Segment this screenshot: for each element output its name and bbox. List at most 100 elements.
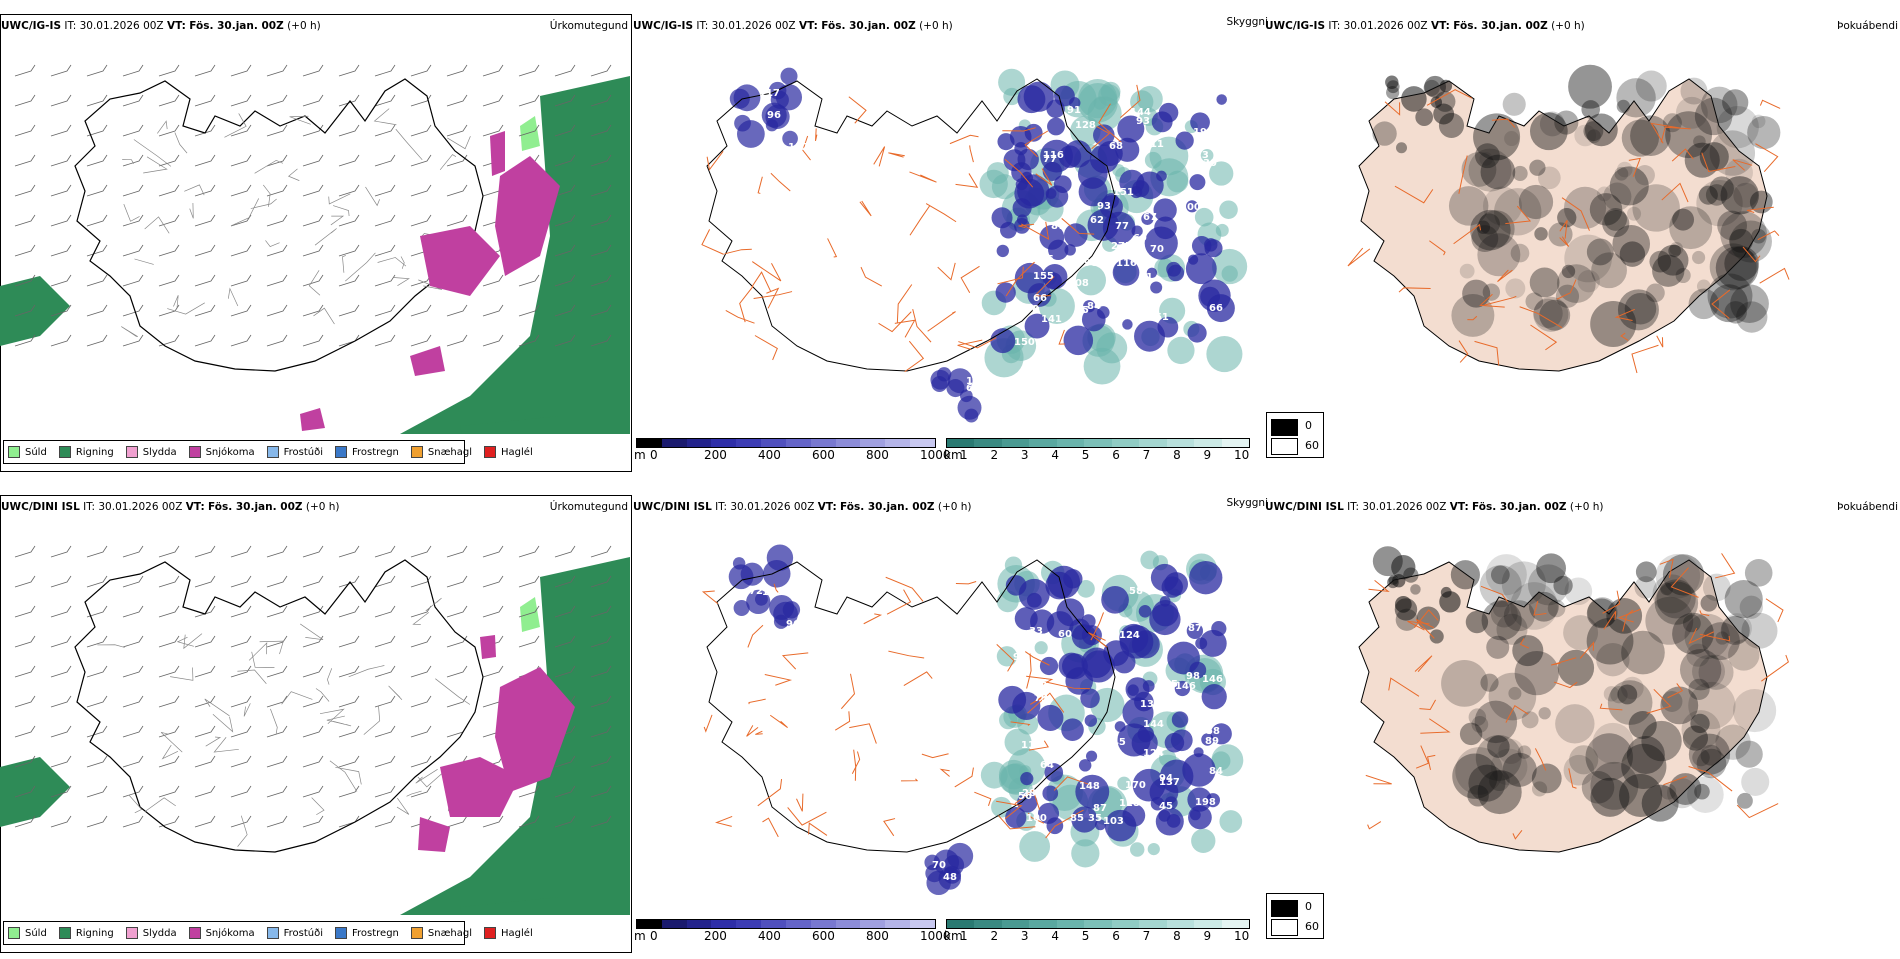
colorbar-step (1001, 439, 1030, 447)
cloud-base-value: 60 (1058, 629, 1072, 640)
road-line (1098, 103, 1122, 143)
road-line (396, 797, 410, 815)
fog-blob (1465, 610, 1489, 634)
fog-blob (1502, 92, 1526, 116)
legend-swatch (410, 446, 423, 458)
cloud-base-blob (1134, 320, 1166, 352)
visibility-blob (991, 174, 1017, 200)
wind-barb (446, 545, 468, 558)
wind-barb (266, 94, 288, 107)
road-line (212, 713, 234, 733)
wind-barb (410, 755, 432, 768)
cloud-base-blob (1037, 704, 1064, 731)
fog-blob (1461, 151, 1497, 187)
road-line (365, 186, 380, 207)
road-line (1426, 754, 1436, 770)
wind-barb (122, 94, 144, 107)
road-line (904, 340, 925, 373)
road-line (313, 307, 335, 325)
wind-barb (122, 64, 144, 77)
legend-label: Súld (25, 927, 47, 939)
fog-blob (1410, 584, 1421, 595)
road-line (739, 285, 754, 323)
fog-blob (1583, 121, 1604, 142)
road-line (314, 228, 337, 246)
fog-blob (1698, 185, 1718, 205)
cloud-base-value: 94 (1159, 773, 1173, 784)
wind-barb (338, 695, 360, 708)
cloud-base-blob (1146, 267, 1158, 278)
wind-barb (158, 635, 180, 648)
fog-blob (1675, 267, 1691, 284)
road-line (1556, 279, 1577, 300)
cloud-base-value: 112 (788, 142, 809, 153)
road-line (1053, 776, 1091, 791)
cloud-base-value: 93 (1097, 201, 1111, 212)
fog-blob (1722, 89, 1749, 116)
wind-barb (410, 304, 432, 317)
road-line (1483, 295, 1517, 306)
wind-barb (158, 545, 180, 558)
road-line (1419, 699, 1437, 710)
legend-item: Snjókoma (188, 927, 255, 939)
cloud-base-value: 93 (1013, 652, 1027, 663)
cloud-base-blob (1122, 697, 1154, 729)
wind-barb (230, 154, 252, 167)
fog-blob (1715, 246, 1759, 290)
visibility-blob (1147, 842, 1160, 856)
road-line (1603, 611, 1617, 630)
road-line (925, 203, 957, 223)
road-line (827, 238, 838, 258)
wind-barb (590, 665, 612, 678)
wind-barb (518, 94, 540, 107)
road-line (853, 749, 857, 781)
cloud-base-blob (1154, 216, 1177, 240)
wind-barb (230, 695, 252, 708)
fog-blob (1660, 582, 1674, 596)
fog-blob (1696, 279, 1711, 294)
fog-blob (1709, 176, 1734, 201)
road-line (161, 744, 179, 760)
road-line (969, 145, 974, 163)
coastline (74, 559, 484, 853)
road-line (1027, 692, 1065, 714)
cloud-base-value: 76 (1225, 190, 1239, 201)
cloud-visibility-panel: UWC/DINI ISL IT: 30.01.2026 00Z VT: Fös.… (632, 489, 1268, 959)
colorbar-tick: 4 (1051, 929, 1059, 943)
wind-barb (122, 244, 144, 257)
coastline (706, 78, 1116, 372)
wind-barb (158, 725, 180, 738)
wind-barb (266, 725, 288, 738)
wind-barb (590, 94, 612, 107)
legend-swatch (8, 927, 20, 939)
road-line (997, 815, 1036, 830)
road-line (1394, 185, 1434, 204)
wind-barb (158, 244, 180, 257)
wind-barb (230, 785, 252, 798)
wind-barb (158, 274, 180, 287)
wind-barb (194, 665, 216, 678)
road-line (425, 597, 442, 612)
fog-blob (1468, 708, 1487, 726)
wind-barb (518, 64, 540, 77)
cloud-base-blob (1189, 561, 1223, 595)
precip-type-title: Úrkomutegund (549, 501, 628, 513)
fog-blob (1482, 186, 1522, 226)
wind-barb (86, 635, 108, 648)
legend-item: Rigning (58, 446, 114, 458)
fog-blob (1720, 211, 1767, 258)
fog-blob (1707, 273, 1753, 319)
colorbar-tick: 1 (960, 929, 968, 943)
road-line (1388, 677, 1420, 697)
road-line (415, 769, 438, 784)
colorbar-tick: 1000 (920, 448, 951, 462)
cloud-base-value: 111 (1143, 139, 1164, 150)
colorbar-tick: 400 (758, 929, 781, 943)
road-line (1035, 168, 1053, 186)
cloud-base-value: 98 (1025, 304, 1039, 315)
legend-label: Frostúði (283, 927, 323, 939)
precip-type-title: Úrkomutegund (549, 20, 628, 32)
road-line (330, 215, 345, 226)
precip-type-panel: UWC/IG-IS IT: 30.01.2026 00Z VT: Fös. 30… (0, 8, 636, 478)
cloud-base-blob (1166, 261, 1182, 277)
